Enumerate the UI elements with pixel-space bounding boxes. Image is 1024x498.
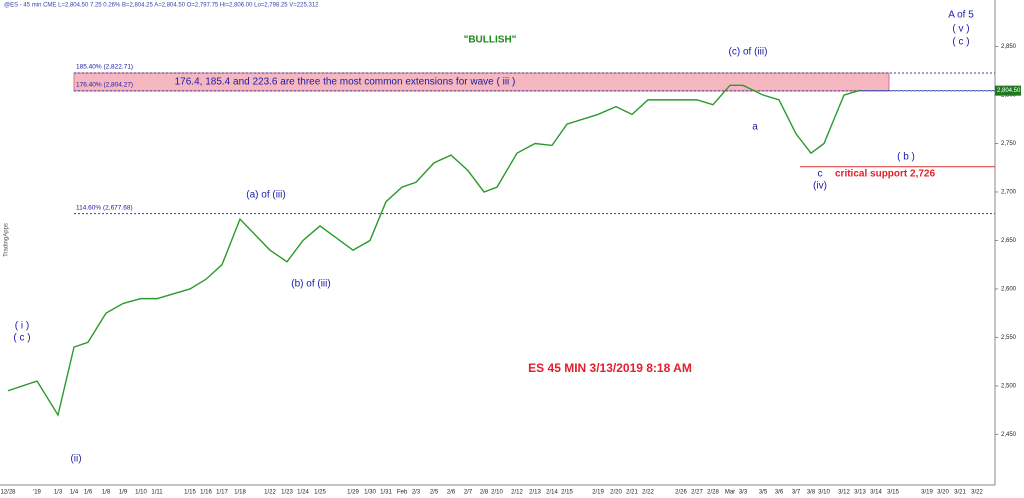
x-tick-label: 3/5 xyxy=(759,490,768,496)
x-tick-label: 1/18 xyxy=(234,490,246,496)
side-label: TradingApps xyxy=(4,223,10,257)
x-tick-label: 1/8 xyxy=(102,490,111,496)
x-tick-label: 2/14 xyxy=(546,490,558,496)
x-tick-label: 2/28 xyxy=(707,490,719,496)
x-tick-label: 3/3 xyxy=(739,490,748,496)
x-tick-label: 12/28 xyxy=(0,490,16,496)
x-tick-label: 1/23 xyxy=(281,490,293,496)
x-tick-label: 3/12 xyxy=(838,490,850,496)
x-tick-label: 3/20 xyxy=(937,490,949,496)
wave-label: c xyxy=(818,169,823,180)
x-tick-label: Feb xyxy=(397,490,408,496)
wave-label: ( i ) xyxy=(15,321,29,332)
x-tick-label: 1/31 xyxy=(380,490,392,496)
x-tick-label: 2/3 xyxy=(412,490,421,496)
band-text: 176.4, 185.4 and 223.6 are three the mos… xyxy=(175,77,516,88)
x-tick-label: 1/6 xyxy=(84,490,93,496)
y-tick-label: 2,650 xyxy=(1001,238,1017,244)
wave-label: (iv) xyxy=(813,181,827,192)
y-tick-label: 2,600 xyxy=(1001,287,1017,293)
x-tick-label: 2/21 xyxy=(626,490,638,496)
price-line xyxy=(7,84,861,417)
x-tick-label: 3/15 xyxy=(887,490,899,496)
x-tick-label: 1/3 xyxy=(54,490,63,496)
chart-title: ES 45 MIN 3/13/2019 8:18 AM xyxy=(528,361,692,375)
x-tick-label: 1/17 xyxy=(216,490,228,496)
x-tick-label: 2/22 xyxy=(642,490,654,496)
wave-label: (a) of (iii) xyxy=(246,190,285,201)
x-tick-label: 1/24 xyxy=(297,490,309,496)
x-tick-label: 2/15 xyxy=(561,490,573,496)
x-tick-label: 2/12 xyxy=(511,490,523,496)
x-tick-label: Mar xyxy=(725,490,735,496)
x-tick-label: 1/30 xyxy=(364,490,376,496)
last-price-box xyxy=(995,85,1021,96)
x-tick-label: 1/4 xyxy=(70,490,79,496)
x-tick-label: '19 xyxy=(33,490,41,496)
wave-label: ( v ) xyxy=(952,24,969,35)
wave-label: (ii) xyxy=(70,454,81,465)
header: @ES - 45 min CME L=2,804.50 7.25 0.26% B… xyxy=(4,3,319,9)
wave-label: ( c ) xyxy=(13,333,30,344)
wave-label: "BULLISH" xyxy=(464,35,517,46)
x-tick-label: 2/27 xyxy=(691,490,703,496)
x-tick-label: 2/20 xyxy=(610,490,622,496)
y-tick-label: 2,750 xyxy=(1001,141,1017,147)
extension-band xyxy=(73,72,890,92)
x-tick-label: 2/8 xyxy=(480,490,489,496)
x-tick-label: 1/29 xyxy=(347,490,359,496)
last-price-label: 2,804.50 xyxy=(997,88,1021,94)
level-label: 176.40% (2,804.27) xyxy=(76,82,133,89)
x-tick-label: 3/8 xyxy=(807,490,816,496)
x-tick-label: 3/22 xyxy=(971,490,983,496)
x-tick-label: 1/9 xyxy=(119,490,128,496)
x-tick-label: 2/5 xyxy=(430,490,439,496)
y-tick-label: 2,500 xyxy=(1001,383,1017,389)
x-tick-label: 1/15 xyxy=(184,490,196,496)
x-tick-label: 2/7 xyxy=(464,490,473,496)
x-tick-label: 2/10 xyxy=(491,490,503,496)
x-tick-label: 2/19 xyxy=(592,490,604,496)
x-tick-label: 1/11 xyxy=(151,490,163,496)
support-label: critical support 2,726 xyxy=(835,168,935,179)
x-tick-label: 1/22 xyxy=(264,490,276,496)
x-tick-label: 2/26 xyxy=(675,490,687,496)
wave-label: A of 5 xyxy=(948,10,974,21)
wave-label: (c) of (iii) xyxy=(729,47,768,58)
wave-label: a xyxy=(752,122,758,133)
x-tick-label: 3/7 xyxy=(792,490,801,496)
x-tick-label: 3/14 xyxy=(870,490,882,496)
y-tick-label: 2,700 xyxy=(1001,190,1017,196)
x-tick-label: 3/10 xyxy=(818,490,830,496)
wave-label: ( b ) xyxy=(897,152,915,163)
y-tick-label: 2,850 xyxy=(1001,44,1017,50)
x-tick-label: 2/13 xyxy=(529,490,541,496)
x-tick-label: 3/21 xyxy=(954,490,966,496)
wave-label: (b) of (iii) xyxy=(291,279,330,290)
x-tick-label: 1/16 xyxy=(200,490,212,496)
x-tick-label: 1/25 xyxy=(314,490,326,496)
level-label: 114.60% (2,677.68) xyxy=(76,204,133,211)
x-tick-label: 3/13 xyxy=(854,490,866,496)
x-tick-label: 3/19 xyxy=(921,490,933,496)
y-tick-label: 2,450 xyxy=(1001,432,1017,438)
x-tick-label: 1/10 xyxy=(135,490,147,496)
y-tick-label: 2,550 xyxy=(1001,335,1017,341)
level-label: 185.40% (2,822.71) xyxy=(76,64,133,71)
x-tick-label: 3/6 xyxy=(775,490,784,496)
wave-label: ( c ) xyxy=(952,37,969,48)
x-tick-label: 2/6 xyxy=(447,490,456,496)
